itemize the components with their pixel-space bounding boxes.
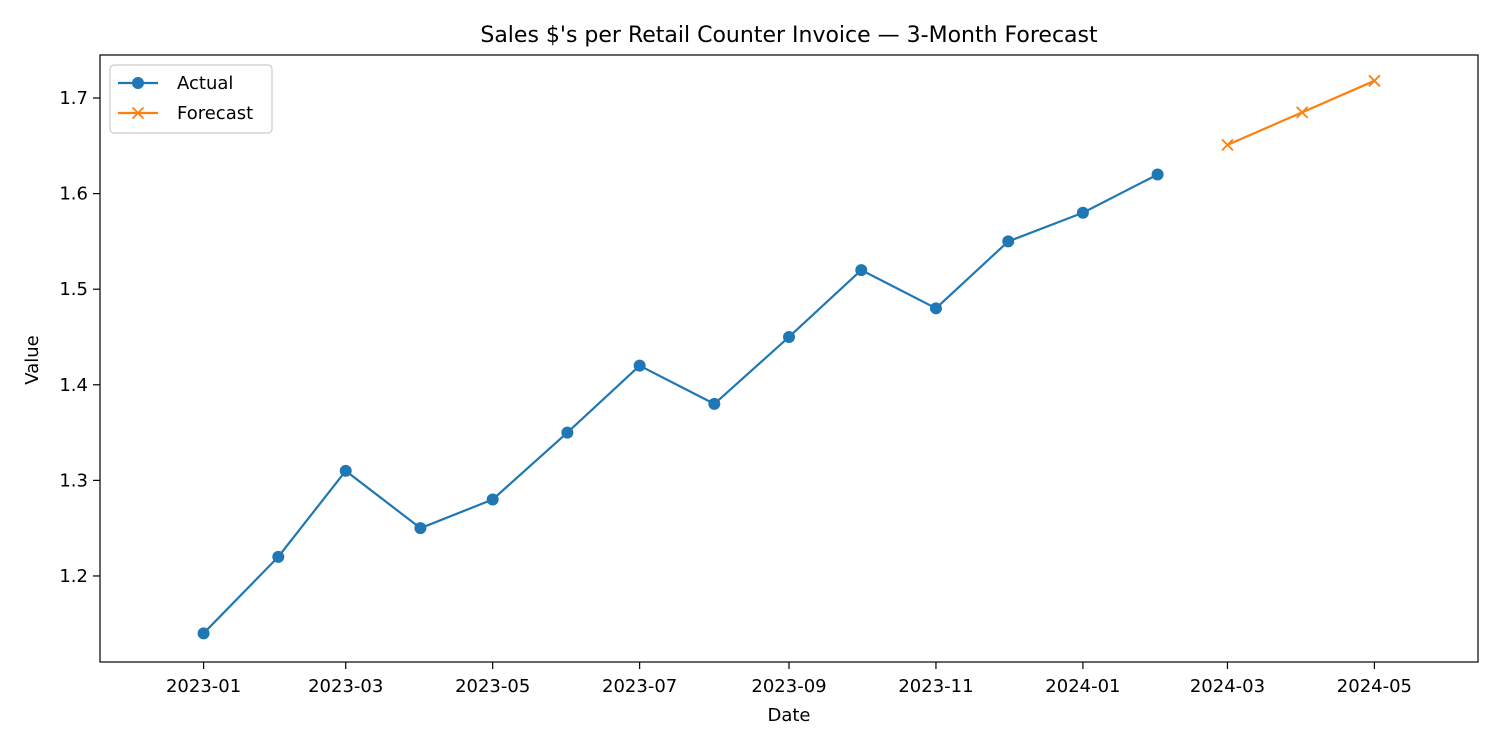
x-tick-label: 2024-05 [1337,676,1412,697]
y-axis-title: Value [22,335,43,384]
series-forecast [1221,74,1381,151]
data-point [339,464,352,477]
legend-swatch-marker [131,106,145,120]
x-tick-label: 2023-11 [898,676,973,697]
plot-axes: 2023-01 2023-03 2023-05 2023-07 2023-09 2023-… [59,54,1479,697]
legend-swatch-marker [132,77,144,89]
legend-item-forecast: Forecast [118,103,253,124]
data-point [1221,138,1234,151]
data-point [633,359,646,372]
plot-marks [197,74,1381,640]
data-point [272,550,285,563]
data-point [1076,206,1089,219]
data-point [855,264,868,277]
data-point [414,522,427,535]
data-point [783,330,795,343]
y-tick-label: 1.6 [59,184,88,205]
data-point [486,493,499,506]
x-tick-label: 2023-01 [166,676,241,697]
y-tick-label: 1.3 [59,470,88,491]
legend-label: Actual [177,73,233,94]
x-axis-title: Date [767,705,810,726]
data-point [1296,106,1309,119]
legend: Actual Forecast [109,64,273,134]
series-actual [197,168,1164,640]
data-point [708,397,721,410]
y-tick-label: 1.7 [59,88,88,109]
y-tick-label: 1.5 [59,279,88,300]
legend-label: Forecast [177,103,253,124]
chart-title: Sales $'s per Retail Counter Invoice — 3… [480,23,1098,48]
legend-item-actual: Actual [118,73,233,94]
data-point [561,426,574,439]
x-tick-label: 2024-03 [1190,676,1265,697]
y-tick-label: 1.2 [59,566,88,587]
x-tick-label: 2023-07 [602,676,677,697]
data-point [197,627,210,640]
data-point [1151,168,1164,181]
data-point [929,302,942,315]
x-tick-label: 2023-09 [751,676,826,697]
y-tick-label: 1.4 [59,375,88,396]
x-tick-label: 2023-05 [455,676,530,697]
x-tick-label: 2024-01 [1045,676,1120,697]
x-tick-label: 2023-03 [308,676,383,697]
series-line-actual [202,173,1159,635]
data-point [1002,235,1015,248]
data-point [1368,74,1381,87]
